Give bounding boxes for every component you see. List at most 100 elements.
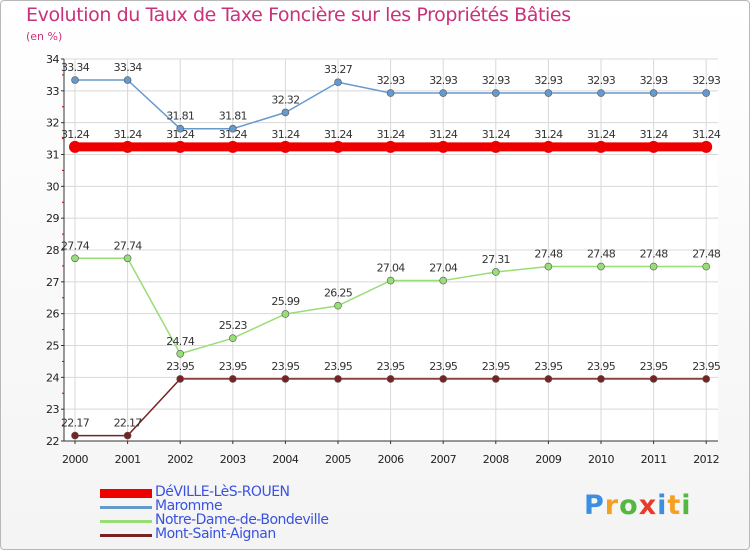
y-tick-label: 25 xyxy=(46,340,59,353)
data-point xyxy=(491,375,500,383)
data-label: 23.95 xyxy=(587,360,616,373)
y-tick-label: 31 xyxy=(46,149,59,162)
data-point xyxy=(597,89,605,97)
data-label: 31.24 xyxy=(61,128,90,141)
data-point xyxy=(71,431,79,440)
legend-label: Notre-Dame-de-Bondeville xyxy=(155,512,329,528)
data-label: 33.27 xyxy=(324,63,353,76)
data-label: 23.95 xyxy=(534,360,563,373)
data-label: 31.24 xyxy=(377,128,406,141)
x-tick-label: 2004 xyxy=(272,453,298,466)
data-point xyxy=(226,140,239,153)
data-point xyxy=(544,89,553,97)
data-point xyxy=(439,375,448,383)
data-point xyxy=(595,140,607,153)
data-point xyxy=(597,375,605,383)
data-label: 32.93 xyxy=(587,74,616,87)
data-label: 32.32 xyxy=(271,93,299,106)
data-label: 27.48 xyxy=(534,248,563,261)
data-label: 24.74 xyxy=(166,335,195,348)
data-label: 23.95 xyxy=(429,360,458,373)
y-tick-label: 27 xyxy=(46,276,59,289)
data-label: 25.23 xyxy=(219,319,248,332)
data-label: 26.25 xyxy=(324,287,353,300)
x-tick-label: 2001 xyxy=(115,453,141,466)
data-point xyxy=(647,140,660,153)
data-label: 32.93 xyxy=(377,74,406,87)
data-point xyxy=(334,301,342,310)
y-tick-label: 24 xyxy=(46,371,59,384)
data-point xyxy=(279,140,292,153)
x-tick-label: 2010 xyxy=(588,453,614,466)
data-label: 31.24 xyxy=(114,128,143,141)
data-point xyxy=(229,124,237,133)
data-point xyxy=(491,268,500,276)
data-point xyxy=(176,375,184,383)
data-label: 33.34 xyxy=(61,61,90,74)
data-label: 32.93 xyxy=(429,74,458,87)
x-tick-label: 2009 xyxy=(535,453,561,466)
data-point xyxy=(69,140,81,153)
data-point xyxy=(439,89,448,97)
y-tick-label: 28 xyxy=(46,244,59,257)
data-point xyxy=(176,349,184,358)
data-point xyxy=(281,310,290,318)
data-label: 27.48 xyxy=(640,248,669,261)
data-point xyxy=(544,375,553,383)
data-label: 31.24 xyxy=(692,128,721,141)
data-point xyxy=(386,375,395,383)
data-label: 31.24 xyxy=(429,128,458,141)
data-label: 22.17 xyxy=(114,417,143,430)
data-label: 27.04 xyxy=(429,262,458,275)
x-tick-label: 2005 xyxy=(325,453,351,466)
data-label: 31.81 xyxy=(219,110,247,123)
y-tick-label: 22 xyxy=(46,435,59,448)
chart-title: Evolution du Taux de Taxe Foncière sur l… xyxy=(26,4,571,26)
data-point xyxy=(123,254,132,263)
data-point xyxy=(121,140,134,153)
data-label: 31.24 xyxy=(166,128,195,141)
legend-swatch xyxy=(100,534,152,537)
logo-letter: x xyxy=(638,490,658,521)
data-point xyxy=(649,375,658,383)
data-point xyxy=(229,334,237,342)
data-label: 31.24 xyxy=(640,128,669,141)
x-tick-label: 2006 xyxy=(378,453,404,466)
data-point xyxy=(281,108,290,117)
legend-swatch xyxy=(100,506,152,509)
data-point xyxy=(332,140,344,153)
data-point xyxy=(334,78,342,87)
data-label: 32.93 xyxy=(482,74,511,87)
logo-letter: r xyxy=(604,490,620,521)
y-tick-label: 32 xyxy=(46,117,59,130)
data-label: 31.24 xyxy=(324,128,353,141)
data-point xyxy=(649,89,658,97)
legend-label: DéVILLE-LèS-ROUEN xyxy=(155,484,290,500)
data-label: 23.95 xyxy=(271,360,300,373)
y-tick-label: 23 xyxy=(46,403,59,416)
proxiti-logo: Proxiti xyxy=(584,490,692,521)
data-label: 23.95 xyxy=(324,360,353,373)
data-label: 27.04 xyxy=(377,262,406,275)
x-tick-label: 2012 xyxy=(693,453,719,466)
data-label: 27.48 xyxy=(587,248,616,261)
data-label: 31.24 xyxy=(219,128,248,141)
data-label: 27.48 xyxy=(692,248,721,261)
data-point xyxy=(384,140,397,153)
data-label: 31.81 xyxy=(166,110,194,123)
data-label: 22.17 xyxy=(61,417,90,430)
data-label: 33.34 xyxy=(114,61,143,74)
data-point xyxy=(439,276,448,285)
data-label: 23.95 xyxy=(640,360,669,373)
data-label: 27.74 xyxy=(114,239,143,252)
logo-letter: t xyxy=(667,490,682,521)
data-label: 27.74 xyxy=(61,239,90,252)
data-label: 32.93 xyxy=(692,74,721,87)
data-label: 23.95 xyxy=(692,360,721,373)
x-tick-label: 2000 xyxy=(62,453,88,466)
y-tick-label: 26 xyxy=(46,308,59,321)
data-point xyxy=(386,89,395,97)
data-label: 31.24 xyxy=(534,128,563,141)
data-point xyxy=(702,262,711,271)
data-point xyxy=(489,140,502,153)
